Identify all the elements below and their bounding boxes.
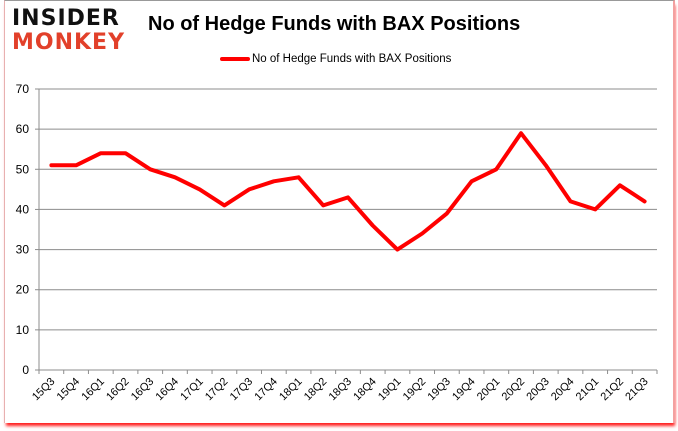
- y-tick-label: 50: [16, 162, 30, 176]
- x-tick-label: 20Q4: [549, 376, 577, 404]
- series-line: [49, 131, 647, 252]
- x-tick-label: 20Q2: [500, 376, 528, 404]
- x-tick-label: 16Q2: [104, 376, 132, 404]
- insider-monkey-logo: INSIDER MONKEY: [12, 8, 127, 54]
- logo-line-1: INSIDER: [12, 6, 120, 31]
- x-tick-label: 16Q1: [79, 376, 107, 404]
- x-tick-label: 15Q4: [55, 376, 83, 404]
- x-tick-label: 16Q4: [154, 376, 182, 404]
- y-tick-label: 40: [16, 202, 30, 216]
- x-tick-label: 19Q4: [450, 376, 478, 404]
- x-tick-label: 20Q1: [475, 376, 503, 404]
- x-tick-label: 17Q3: [228, 376, 256, 404]
- chart-legend: No of Hedge Funds with BAX Positions: [220, 53, 451, 65]
- y-tick-label: 30: [16, 243, 30, 257]
- x-tick-label: 16Q3: [129, 376, 157, 404]
- x-tick-label: 19Q2: [401, 376, 429, 404]
- legend-line-swatch-icon: [220, 57, 250, 61]
- x-tick-label: 18Q1: [277, 376, 305, 404]
- x-tick-label: 17Q4: [252, 376, 280, 404]
- x-tick-label: 21Q3: [623, 376, 651, 404]
- x-tick-label: 18Q2: [302, 376, 330, 404]
- chart-title: No of Hedge Funds with BAX Positions: [148, 13, 521, 35]
- y-tick-label: 20: [16, 283, 30, 297]
- x-tick-label: 21Q2: [599, 376, 627, 404]
- chart-frame: [4, 0, 675, 423]
- x-tick-label: 20Q3: [524, 376, 552, 404]
- y-tick-label: 70: [16, 82, 30, 96]
- x-tick-label: 21Q1: [574, 376, 602, 404]
- y-tick-label: 10: [16, 323, 30, 337]
- x-tick-label: 17Q1: [178, 376, 206, 404]
- legend-label: No of Hedge Funds with BAX Positions: [252, 53, 452, 65]
- x-tick-label: 19Q1: [376, 376, 404, 404]
- x-tick-label: 18Q4: [351, 376, 379, 404]
- x-tick-label: 15Q3: [30, 376, 58, 404]
- y-tick-label: 60: [16, 122, 30, 136]
- x-tick-label: 17Q2: [203, 376, 231, 404]
- y-tick-label: 0: [22, 363, 29, 377]
- logo-line-2: MONKEY: [12, 30, 126, 55]
- x-tick-label: 19Q3: [425, 376, 453, 404]
- x-tick-label: 18Q3: [327, 376, 355, 404]
